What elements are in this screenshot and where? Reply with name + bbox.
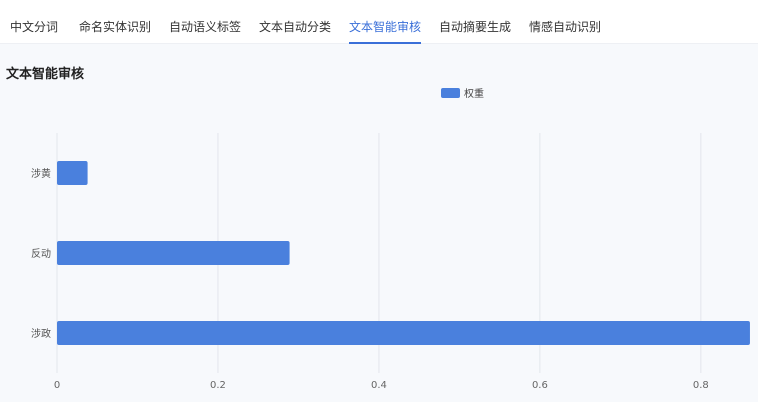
bar <box>57 161 88 185</box>
tab-4[interactable]: 文本智能审核 <box>349 20 422 44</box>
tab-0[interactable]: 中文分词 <box>10 20 59 34</box>
x-tick-label: 0.8 <box>693 380 709 391</box>
page-title: 文本智能审核 <box>6 67 85 82</box>
y-tick-label: 反动 <box>31 248 51 260</box>
bar <box>57 321 750 345</box>
legend-swatch <box>441 88 460 98</box>
tab-5[interactable]: 自动摘要生成 <box>439 20 512 34</box>
x-tick-label: 0.2 <box>210 380 226 391</box>
tab-6[interactable]: 情感自动识别 <box>529 20 602 34</box>
x-tick-label: 0.4 <box>371 380 387 391</box>
tab-1[interactable]: 命名实体识别 <box>79 20 152 34</box>
tab-3[interactable]: 文本自动分类 <box>259 20 332 34</box>
legend-label: 权重 <box>464 87 484 100</box>
bar <box>57 241 290 265</box>
y-tick-label: 涉政 <box>31 327 51 340</box>
x-tick-label: 0.6 <box>532 380 548 391</box>
tab-bar: 中文分词 命名实体识别 自动语义标签 文本自动分类 文本智能审核 自动摘要生成 … <box>0 0 758 44</box>
tab-2[interactable]: 自动语义标签 <box>169 20 242 34</box>
y-tick-label: 涉黄 <box>31 167 51 180</box>
x-tick-label: 0 <box>54 380 60 391</box>
